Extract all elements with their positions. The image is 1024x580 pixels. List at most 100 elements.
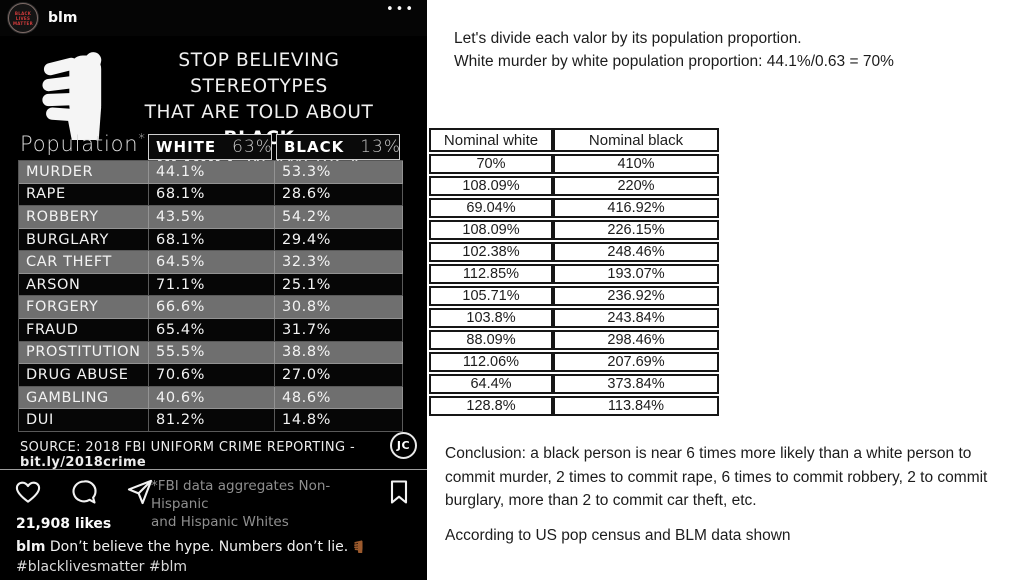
post-divider (0, 469, 427, 470)
conclusion-text: Conclusion: a black person is near 6 tim… (445, 445, 988, 509)
raised-fist-emoji (352, 539, 365, 557)
nominal-row: 64.4% 373.84% (429, 374, 719, 394)
jc-watermark: JC (390, 432, 417, 459)
crime-white-cell: 44.1% (149, 161, 275, 184)
nominal-black-cell: 410% (553, 154, 719, 174)
nominal-black-cell: 243.84% (553, 308, 719, 328)
intro-line-2: White murder by white population proport… (454, 53, 894, 70)
nominal-white-cell: 69.04% (429, 198, 553, 218)
white-population-pct: 63% (232, 137, 273, 157)
caption-username[interactable]: blm (16, 539, 46, 555)
post-header-bar: BLACK LIVES MATTER blm ••• (0, 0, 427, 36)
nominal-black-cell: 207.69% (553, 352, 719, 372)
crime-white-cell: 40.6% (149, 386, 275, 410)
nominal-row: 70% 410% (429, 154, 719, 174)
crime-row: FRAUD 65.4% 31.7% (19, 319, 403, 342)
nominal-values-table: Nominal white Nominal black 70% 410% 108.0… (429, 126, 719, 418)
blm-avatar[interactable]: BLACK LIVES MATTER (8, 3, 38, 33)
crime-black-cell: 14.8% (275, 409, 403, 432)
nominal-white-cell: 102.38% (429, 242, 553, 262)
crime-row: BURGLARY 68.1% 29.4% (19, 228, 403, 252)
nominal-row: 103.8% 243.84% (429, 308, 719, 328)
intro-line-1: Let's divide each valor by its populatio… (454, 30, 802, 47)
nominal-white-cell: 64.4% (429, 374, 553, 394)
more-options-icon[interactable]: ••• (385, 2, 415, 17)
crime-crime-cell: FORGERY (19, 296, 149, 320)
crime-black-cell: 27.0% (275, 364, 403, 387)
nominal-black-cell: 373.84% (553, 374, 719, 394)
nominal-row: 128.8% 113.84% (429, 396, 719, 416)
footnote-text: According to US pop census and BLM data … (445, 527, 791, 544)
crime-black-cell: 28.6% (275, 183, 403, 207)
nominal-black-cell: 113.84% (553, 396, 719, 416)
crime-white-cell: 70.6% (149, 364, 275, 387)
crime-crime-cell: BURGLARY (19, 228, 149, 252)
nominal-white-cell: 105.71% (429, 286, 553, 306)
fbi-data-note: *FBI data aggregates Non-Hispanic and Hi… (151, 478, 331, 530)
post-caption: blm Don’t believe the hype. Numbers don’… (16, 539, 416, 557)
bookmark-icon[interactable] (385, 478, 413, 506)
username[interactable]: blm (48, 10, 78, 26)
nominal-white-cell: 103.8% (429, 308, 553, 328)
source-link: bit.ly/2018crime (20, 455, 147, 469)
crime-crime-cell: DUI (19, 409, 149, 432)
crime-crime-cell: CAR THEFT (19, 251, 149, 274)
nominal-row: 112.06% 207.69% (429, 352, 719, 372)
crime-white-cell: 64.5% (149, 251, 275, 274)
crime-black-cell: 31.7% (275, 319, 403, 342)
share-icon[interactable] (126, 478, 154, 506)
black-column-header: BLACK 13% (276, 134, 400, 160)
crime-row: CAR THEFT 64.5% 32.3% (19, 251, 403, 274)
crime-row: RAPE 68.1% 28.6% (19, 183, 403, 207)
comment-icon[interactable] (70, 478, 98, 506)
nominal-white-cell: 70% (429, 154, 553, 174)
crime-crime-cell: MURDER (19, 161, 149, 184)
caption-hashtags[interactable]: #blacklivesmatter #blm (16, 559, 188, 575)
black-population-pct: 13% (360, 137, 402, 157)
crime-white-cell: 65.4% (149, 319, 275, 342)
crime-row: GAMBLING 40.6% 48.6% (19, 386, 403, 410)
source-line: SOURCE: 2018 FBI UNIFORM CRIME REPORTING… (20, 440, 356, 469)
crime-crime-cell: PROSTITUTION (19, 341, 149, 365)
analysis-intro: Let's divide each valor by its populatio… (454, 27, 894, 73)
nominal-black-cell: 193.07% (553, 264, 719, 284)
post-action-bar: *FBI data aggregates Non-Hispanic and Hi… (0, 470, 427, 580)
instagram-post: BLACK LIVES MATTER blm ••• (0, 0, 427, 580)
post-image: STOP BELIEVING STEREOTYPES THAT ARE TOLD… (0, 36, 427, 469)
avatar-word: BLACK (14, 10, 32, 16)
nominal-white-cell: 112.85% (429, 264, 553, 284)
nominal-white-cell: 88.09% (429, 330, 553, 350)
nominal-black-cell: 236.92% (553, 286, 719, 306)
crime-crime-cell: FRAUD (19, 319, 149, 342)
crime-black-cell: 32.3% (275, 251, 403, 274)
crime-row: FORGERY 66.6% 30.8% (19, 296, 403, 320)
crime-black-cell: 54.2% (275, 206, 403, 229)
analysis-panel: Let's divide each valor by its populatio… (427, 0, 1024, 580)
crime-stats-table: MURDER 44.1% 53.3% RAPE 68.1% 28.6% ROBBERY 43.… (18, 160, 403, 432)
crime-black-cell: 38.8% (275, 341, 403, 365)
crime-white-cell: 71.1% (149, 273, 275, 297)
nominal-black-header: Nominal black (553, 128, 719, 152)
crime-black-cell: 53.3% (275, 161, 403, 184)
crime-row: PROSTITUTION 55.5% 38.8% (19, 341, 403, 365)
crime-crime-cell: RAPE (19, 183, 149, 207)
nominal-black-cell: 220% (553, 176, 719, 196)
crime-black-cell: 48.6% (275, 386, 403, 410)
population-column-header: Population* (20, 132, 146, 156)
nominal-white-cell: 108.09% (429, 220, 553, 240)
crime-white-cell: 81.2% (149, 409, 275, 432)
like-icon[interactable] (14, 478, 42, 506)
nominal-row: 69.04% 416.92% (429, 198, 719, 218)
likes-count[interactable]: 21,908 likes (16, 516, 112, 532)
crime-black-cell: 29.4% (275, 228, 403, 252)
raised-fist-icon (42, 42, 104, 144)
crime-crime-cell: ROBBERY (19, 206, 149, 229)
nominal-white-cell: 112.06% (429, 352, 553, 372)
nominal-black-cell: 248.46% (553, 242, 719, 262)
nominal-row: 105.71% 236.92% (429, 286, 719, 306)
nominal-black-cell: 226.15% (553, 220, 719, 240)
crime-crime-cell: ARSON (19, 273, 149, 297)
avatar-word: LIVES (15, 15, 31, 21)
avatar-word: MATTER (13, 20, 33, 26)
